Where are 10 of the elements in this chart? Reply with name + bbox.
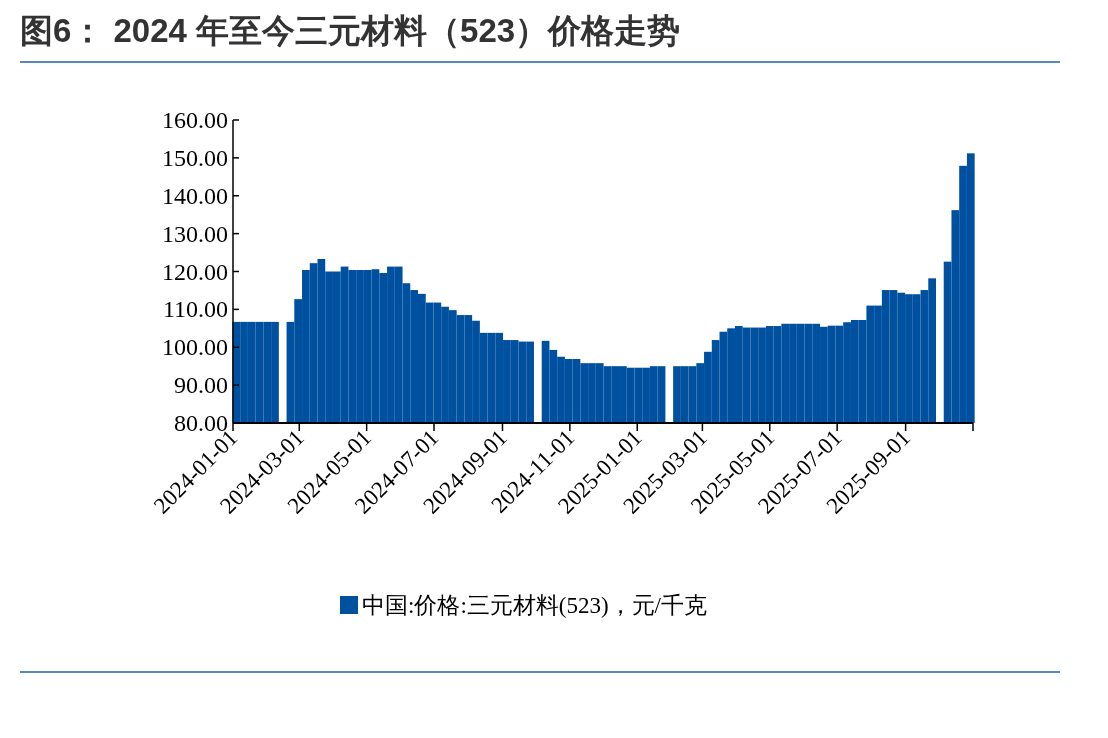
y-tick-label: 160.00: [162, 107, 228, 133]
y-tick-label: 100.00: [162, 334, 228, 361]
y-tick-label: 150.00: [162, 144, 228, 171]
y-tick-label: 120.00: [162, 258, 228, 285]
chart-title: 图6： 2024 年至今三元材料（523）价格走势: [20, 12, 681, 49]
y-tick-label: 130.00: [162, 220, 228, 247]
y-tick-label: 140.00: [162, 182, 228, 209]
y-tick-label: 90.00: [174, 372, 228, 399]
y-tick-label: 110.00: [162, 296, 228, 323]
legend-label: 中国:价格:三元材料(523)，元/千克: [362, 593, 707, 618]
